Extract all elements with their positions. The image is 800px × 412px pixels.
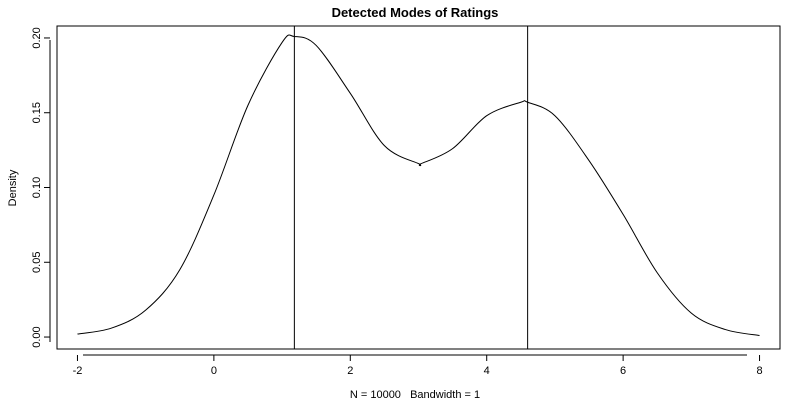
y-tick-label: 0.10 <box>31 177 43 198</box>
x-tick-label: 6 <box>620 365 626 377</box>
y-axis-ticks: 0.00 0.05 0.10 0.15 0.20 <box>31 27 50 348</box>
y-tick-label: 0.20 <box>31 27 43 48</box>
y-tick-label: 0.00 <box>31 326 43 347</box>
y-tick-label: 0.05 <box>31 252 43 273</box>
x-tick-label: -2 <box>73 365 83 377</box>
x-axis-label: N = 10000 Bandwidth = 1 <box>350 389 480 401</box>
x-tick-label: 8 <box>756 365 762 377</box>
x-axis-ticks: -2 0 2 4 6 8 <box>73 355 763 377</box>
x-tick-label: 4 <box>484 365 490 377</box>
y-axis-label: Density <box>7 169 19 206</box>
chart-title: Detected Modes of Ratings <box>332 5 499 20</box>
y-tick-label: 0.15 <box>31 102 43 123</box>
density-curve <box>77 34 760 337</box>
x-tick-label: 0 <box>211 365 217 377</box>
x-tick-label: 2 <box>347 365 353 377</box>
mode-lines <box>293 26 529 349</box>
plot-frame <box>56 25 781 350</box>
